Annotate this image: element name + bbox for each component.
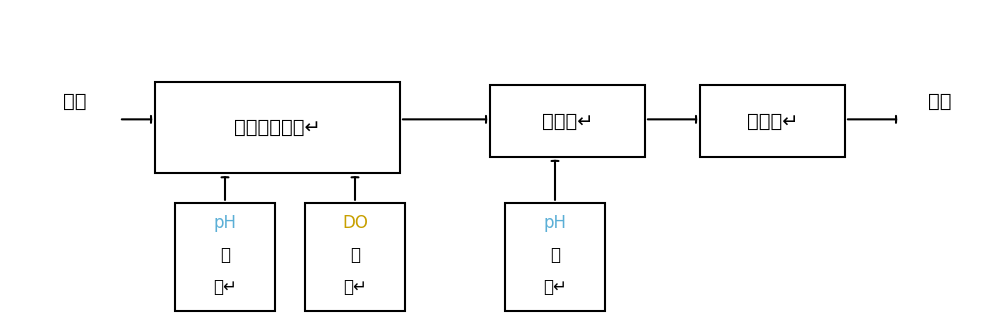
Text: 原水: 原水: [63, 92, 87, 111]
Text: 混凝池↵: 混凝池↵: [542, 112, 593, 130]
FancyBboxPatch shape: [505, 203, 605, 311]
Text: pH: pH: [213, 215, 236, 232]
Text: 控↵: 控↵: [543, 278, 567, 296]
FancyBboxPatch shape: [700, 85, 845, 157]
FancyBboxPatch shape: [155, 82, 400, 173]
Text: pH: pH: [544, 215, 566, 232]
Text: 监: 监: [220, 246, 230, 264]
FancyBboxPatch shape: [175, 203, 275, 311]
FancyBboxPatch shape: [490, 85, 645, 157]
Text: 控↵: 控↵: [213, 278, 237, 296]
Text: 出水: 出水: [928, 92, 952, 111]
Text: 微电解反应池↵: 微电解反应池↵: [234, 118, 321, 137]
Text: 监: 监: [550, 246, 560, 264]
Text: 监: 监: [350, 246, 360, 264]
Text: 沉淠池↵: 沉淠池↵: [747, 112, 798, 130]
FancyBboxPatch shape: [305, 203, 405, 311]
Text: DO: DO: [342, 215, 368, 232]
Text: 控↵: 控↵: [343, 278, 367, 296]
